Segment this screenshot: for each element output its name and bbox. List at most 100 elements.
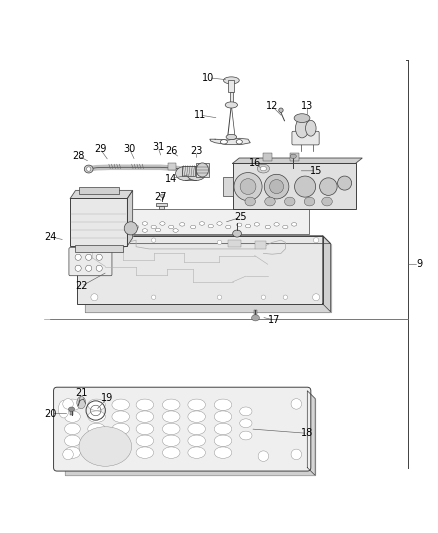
- Ellipse shape: [136, 411, 153, 422]
- Ellipse shape: [239, 407, 251, 416]
- Ellipse shape: [319, 178, 336, 196]
- Bar: [72, 209, 309, 233]
- Ellipse shape: [112, 411, 129, 422]
- Ellipse shape: [77, 397, 85, 409]
- Bar: [79, 188, 118, 194]
- Ellipse shape: [223, 77, 239, 84]
- Ellipse shape: [282, 225, 287, 229]
- Ellipse shape: [236, 223, 241, 227]
- Ellipse shape: [96, 265, 102, 271]
- Bar: [263, 154, 272, 161]
- Polygon shape: [307, 391, 314, 475]
- Ellipse shape: [64, 399, 80, 410]
- Ellipse shape: [278, 108, 283, 112]
- Ellipse shape: [112, 399, 129, 410]
- Ellipse shape: [96, 254, 102, 260]
- Bar: [90, 239, 103, 247]
- Ellipse shape: [162, 447, 180, 458]
- Ellipse shape: [88, 447, 105, 458]
- Ellipse shape: [88, 411, 105, 422]
- Ellipse shape: [58, 400, 69, 418]
- Ellipse shape: [269, 180, 283, 193]
- Ellipse shape: [257, 164, 269, 173]
- Ellipse shape: [214, 411, 231, 422]
- Text: 25: 25: [234, 212, 246, 222]
- Bar: [254, 241, 265, 249]
- Bar: [228, 80, 234, 92]
- Ellipse shape: [293, 114, 309, 123]
- Ellipse shape: [232, 230, 241, 237]
- Text: 12: 12: [265, 101, 278, 111]
- Ellipse shape: [87, 221, 92, 224]
- Ellipse shape: [273, 223, 279, 226]
- Ellipse shape: [162, 435, 180, 447]
- Ellipse shape: [112, 435, 129, 447]
- Ellipse shape: [239, 419, 251, 427]
- Ellipse shape: [96, 225, 101, 229]
- Text: 24: 24: [44, 232, 57, 241]
- Bar: [70, 198, 127, 246]
- Ellipse shape: [294, 176, 315, 197]
- Ellipse shape: [290, 399, 301, 409]
- Ellipse shape: [63, 399, 73, 409]
- Bar: [182, 166, 195, 176]
- Ellipse shape: [168, 225, 173, 229]
- Ellipse shape: [64, 411, 80, 422]
- Ellipse shape: [136, 435, 153, 447]
- Ellipse shape: [290, 154, 296, 158]
- Ellipse shape: [89, 228, 95, 231]
- Ellipse shape: [264, 174, 288, 199]
- Ellipse shape: [162, 399, 180, 410]
- Ellipse shape: [312, 294, 319, 301]
- Text: 23: 23: [190, 147, 202, 157]
- Text: 28: 28: [72, 151, 84, 161]
- Ellipse shape: [313, 238, 318, 243]
- Ellipse shape: [78, 225, 84, 229]
- Polygon shape: [65, 399, 314, 475]
- Ellipse shape: [64, 423, 80, 434]
- Polygon shape: [127, 191, 132, 246]
- Polygon shape: [70, 191, 132, 198]
- Ellipse shape: [124, 222, 137, 235]
- Ellipse shape: [102, 229, 108, 232]
- Ellipse shape: [199, 222, 204, 225]
- Ellipse shape: [245, 224, 250, 228]
- Ellipse shape: [265, 225, 270, 229]
- Ellipse shape: [337, 176, 351, 190]
- Ellipse shape: [112, 447, 129, 458]
- Ellipse shape: [75, 254, 81, 260]
- Ellipse shape: [79, 427, 131, 466]
- Ellipse shape: [151, 238, 155, 243]
- Polygon shape: [209, 138, 250, 144]
- Text: 26: 26: [165, 147, 177, 157]
- Ellipse shape: [88, 399, 105, 410]
- Text: 15: 15: [309, 166, 321, 176]
- Ellipse shape: [151, 295, 155, 300]
- Text: 10: 10: [202, 72, 214, 83]
- Polygon shape: [322, 236, 330, 312]
- Text: 20: 20: [44, 409, 57, 418]
- Ellipse shape: [173, 229, 178, 232]
- Ellipse shape: [85, 265, 92, 271]
- Ellipse shape: [214, 447, 231, 458]
- Ellipse shape: [116, 229, 121, 232]
- Ellipse shape: [190, 225, 195, 229]
- Ellipse shape: [236, 140, 242, 144]
- Ellipse shape: [84, 165, 93, 173]
- Ellipse shape: [64, 435, 80, 447]
- Ellipse shape: [133, 225, 138, 229]
- Ellipse shape: [251, 315, 259, 321]
- Ellipse shape: [92, 238, 97, 243]
- Ellipse shape: [116, 225, 121, 229]
- Ellipse shape: [112, 423, 129, 434]
- Ellipse shape: [208, 224, 213, 228]
- Ellipse shape: [214, 435, 231, 447]
- Ellipse shape: [283, 295, 287, 300]
- Ellipse shape: [63, 449, 73, 459]
- Text: 18: 18: [300, 429, 313, 438]
- FancyBboxPatch shape: [53, 387, 310, 471]
- Ellipse shape: [142, 222, 147, 225]
- Ellipse shape: [187, 399, 205, 410]
- Ellipse shape: [254, 223, 259, 226]
- FancyBboxPatch shape: [291, 131, 318, 145]
